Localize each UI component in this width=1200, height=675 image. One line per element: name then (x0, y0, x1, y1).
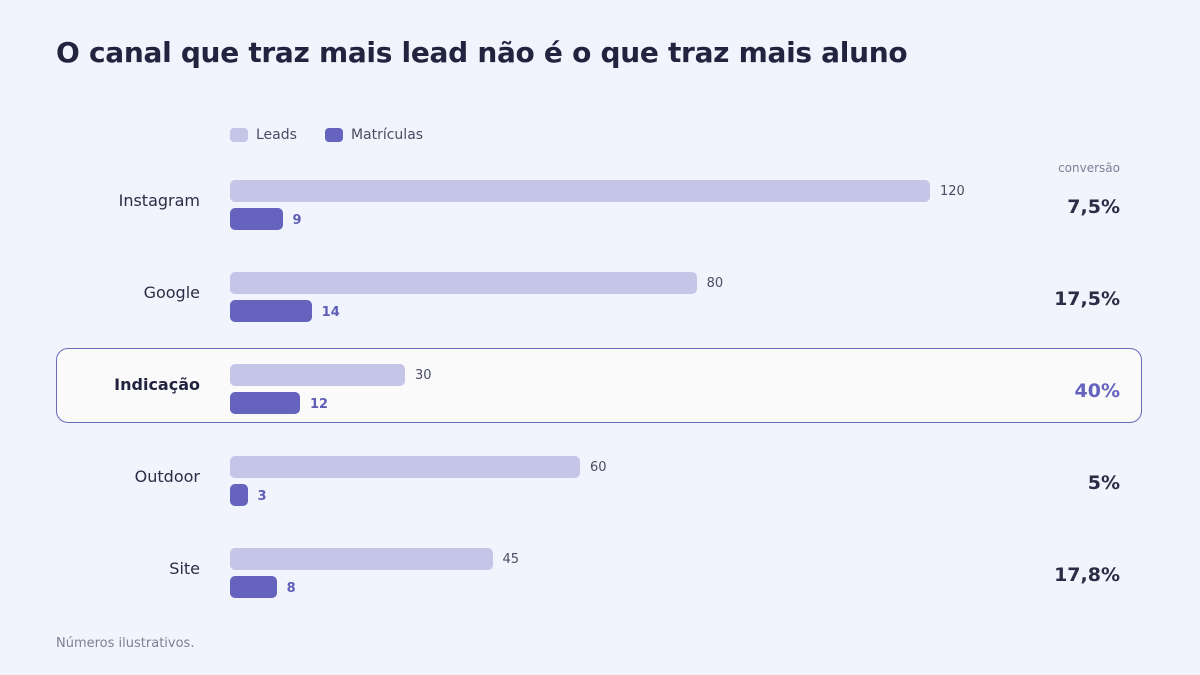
chart-title: O canal que traz mais lead não é o que t… (56, 36, 908, 69)
category-label: Google (143, 283, 200, 302)
data-label-leads: 30 (415, 368, 432, 383)
category-label: Indicação (114, 375, 200, 394)
bar-leads (230, 180, 930, 202)
bar-matriculas (230, 484, 248, 506)
bar-matriculas (230, 208, 283, 230)
conversion-value: 40% (1074, 380, 1120, 402)
category-label: Outdoor (134, 467, 200, 486)
bar-matriculas (230, 300, 312, 322)
legend-item-leads: Leads (230, 127, 297, 143)
data-label-matriculas: 14 (321, 305, 340, 320)
conversion-value: 7,5% (1067, 196, 1120, 218)
legend-label-matriculas: Matrículas (350, 127, 424, 143)
footnote: Números ilustrativos. (56, 636, 195, 651)
conversion-header: conversão (1058, 161, 1120, 175)
data-label-matriculas: 3 (257, 489, 267, 504)
chart-row: Google 80 14 17,5% (0, 272, 1200, 342)
category-label: Site (169, 559, 200, 578)
bar-matriculas (230, 576, 277, 598)
conversion-value: 17,5% (1054, 288, 1120, 310)
category-label: Instagram (118, 191, 200, 210)
data-label-leads: 45 (502, 552, 520, 567)
bar-leads (230, 364, 405, 386)
data-label-matriculas: 9 (292, 213, 302, 228)
legend: Leads Matrículas (230, 127, 423, 143)
bar-leads (230, 272, 697, 294)
chart-row: Site 45 8 17,8% (0, 548, 1200, 618)
data-label-leads: 80 (706, 276, 724, 291)
data-label-matriculas: 12 (310, 397, 329, 412)
bar-leads (230, 548, 493, 570)
conversion-value: 5% (1087, 472, 1120, 494)
chart-row: Outdoor 60 3 5% (0, 456, 1200, 526)
legend-label-leads: Leads (256, 127, 297, 143)
legend-swatch-leads (230, 128, 248, 142)
legend-item-matriculas: Matrículas (324, 127, 424, 143)
data-label-matriculas: 8 (286, 581, 296, 596)
chart-row: Instagram 120 9 7,5% (0, 180, 1200, 250)
data-label-leads: 60 (590, 460, 607, 475)
chart-row: Indicação 30 12 40% (0, 364, 1200, 434)
conversion-value: 17,8% (1054, 564, 1120, 586)
bar-matriculas (230, 392, 300, 414)
data-label-leads: 120 (940, 184, 965, 199)
legend-swatch-matriculas (324, 128, 343, 142)
bar-leads (230, 456, 580, 478)
